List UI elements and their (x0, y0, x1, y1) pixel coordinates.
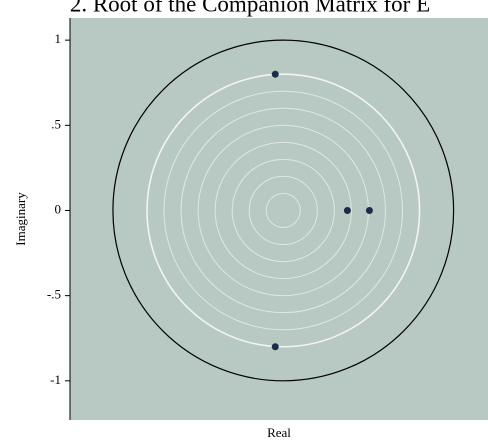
grid-ring (248, 175, 318, 246)
point (271, 70, 279, 78)
y-tick-label: .5 (51, 116, 61, 131)
plot-area (70, 18, 488, 420)
y-tick-label: 0 (55, 201, 62, 216)
grid-ring (214, 141, 352, 280)
grid-ring (163, 90, 404, 331)
unit-circle (112, 39, 455, 382)
y-tick-label: -1 (50, 372, 61, 387)
x-axis-label: Real (267, 425, 291, 440)
y-axis-label: Imaginary (13, 192, 28, 246)
point (343, 206, 351, 214)
grid-ring (265, 192, 301, 229)
grid-ring (180, 107, 386, 314)
point (365, 206, 373, 214)
y-tick-label: 1 (55, 31, 62, 46)
point (271, 343, 279, 351)
grid-ring (146, 73, 421, 348)
chart-title: 2. Root of the Companion Matrix for E (70, 0, 430, 16)
grid-ring (231, 158, 335, 263)
y-tick-label: -.5 (47, 287, 61, 302)
